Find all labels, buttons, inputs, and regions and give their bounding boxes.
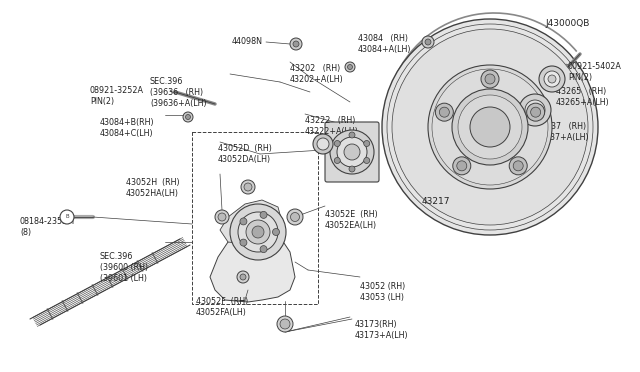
Circle shape bbox=[183, 112, 193, 122]
Circle shape bbox=[452, 89, 528, 165]
Text: 43222   (RH)
43222+A(LH): 43222 (RH) 43222+A(LH) bbox=[305, 116, 359, 136]
Circle shape bbox=[218, 213, 226, 221]
Circle shape bbox=[432, 69, 548, 185]
Circle shape bbox=[519, 94, 551, 126]
Circle shape bbox=[240, 218, 247, 225]
Text: 43052 (RH)
43053 (LH): 43052 (RH) 43053 (LH) bbox=[360, 282, 405, 302]
Circle shape bbox=[293, 41, 299, 47]
Circle shape bbox=[287, 209, 303, 225]
Circle shape bbox=[439, 107, 449, 117]
Circle shape bbox=[260, 246, 267, 253]
Circle shape bbox=[290, 38, 302, 50]
Circle shape bbox=[435, 103, 453, 121]
Circle shape bbox=[230, 204, 286, 260]
Circle shape bbox=[531, 107, 541, 117]
Circle shape bbox=[530, 105, 540, 115]
Circle shape bbox=[527, 103, 545, 121]
Text: 43217: 43217 bbox=[422, 197, 451, 206]
Circle shape bbox=[330, 130, 374, 174]
Circle shape bbox=[240, 274, 246, 280]
Text: 43052H  (RH)
43052HA(LH): 43052H (RH) 43052HA(LH) bbox=[126, 178, 180, 198]
Circle shape bbox=[260, 211, 267, 218]
Text: SEC.396
(39636   (RH)
(39636+A(LH): SEC.396 (39636 (RH) (39636+A(LH) bbox=[150, 77, 207, 108]
Circle shape bbox=[364, 141, 370, 147]
Circle shape bbox=[525, 100, 545, 120]
Text: 43037   (RH)
43037+A(LH): 43037 (RH) 43037+A(LH) bbox=[536, 122, 589, 142]
Circle shape bbox=[60, 210, 74, 224]
Text: SEC.396
(39600 (RH)
(39601 (LH): SEC.396 (39600 (RH) (39601 (LH) bbox=[100, 252, 148, 283]
Circle shape bbox=[317, 138, 329, 150]
Text: 43052E  (RH)
43052EA(LH): 43052E (RH) 43052EA(LH) bbox=[325, 210, 378, 230]
Circle shape bbox=[277, 316, 293, 332]
Circle shape bbox=[481, 70, 499, 88]
Text: 08921-3252A
PIN(2): 08921-3252A PIN(2) bbox=[90, 86, 144, 106]
Circle shape bbox=[291, 212, 300, 221]
Circle shape bbox=[382, 19, 598, 235]
Circle shape bbox=[252, 226, 264, 238]
Circle shape bbox=[344, 144, 360, 160]
Polygon shape bbox=[220, 200, 282, 244]
Text: 43265   (RH)
43265+A(LH): 43265 (RH) 43265+A(LH) bbox=[556, 87, 610, 107]
Bar bbox=[192, 132, 318, 304]
Circle shape bbox=[273, 228, 280, 235]
Circle shape bbox=[364, 157, 370, 164]
Circle shape bbox=[457, 161, 467, 171]
Text: J43000QB: J43000QB bbox=[545, 19, 589, 28]
Text: 43202   (RH)
43202+A(LH): 43202 (RH) 43202+A(LH) bbox=[290, 64, 344, 84]
Circle shape bbox=[544, 71, 560, 87]
Text: B: B bbox=[65, 215, 69, 219]
Circle shape bbox=[425, 39, 431, 45]
Circle shape bbox=[548, 75, 556, 83]
Circle shape bbox=[246, 220, 270, 244]
Circle shape bbox=[348, 64, 353, 70]
Circle shape bbox=[186, 115, 191, 119]
Circle shape bbox=[509, 157, 527, 175]
Text: 43084+B(RH)
43084+C(LH): 43084+B(RH) 43084+C(LH) bbox=[100, 118, 155, 138]
Circle shape bbox=[241, 180, 255, 194]
Circle shape bbox=[422, 36, 434, 48]
Circle shape bbox=[244, 183, 252, 191]
Circle shape bbox=[337, 137, 367, 167]
Circle shape bbox=[345, 62, 355, 72]
Circle shape bbox=[334, 157, 340, 164]
Circle shape bbox=[237, 271, 249, 283]
Text: 08184-2355M
(8): 08184-2355M (8) bbox=[20, 217, 75, 237]
Circle shape bbox=[334, 141, 340, 147]
FancyBboxPatch shape bbox=[325, 122, 379, 182]
Text: 43084   (RH)
43084+A(LH): 43084 (RH) 43084+A(LH) bbox=[358, 34, 412, 54]
Polygon shape bbox=[210, 227, 295, 302]
Text: 44098N: 44098N bbox=[232, 37, 263, 46]
Circle shape bbox=[485, 74, 495, 84]
Circle shape bbox=[428, 65, 552, 189]
Text: 00921-5402A
PIN(2): 00921-5402A PIN(2) bbox=[568, 62, 622, 82]
Circle shape bbox=[452, 157, 471, 175]
Text: 43052F  (RH)
43052FA(LH): 43052F (RH) 43052FA(LH) bbox=[196, 297, 248, 317]
Circle shape bbox=[513, 161, 524, 171]
Circle shape bbox=[349, 132, 355, 138]
Text: 43052D  (RH)
43052DA(LH): 43052D (RH) 43052DA(LH) bbox=[218, 144, 272, 164]
Circle shape bbox=[392, 29, 588, 225]
Circle shape bbox=[280, 319, 290, 329]
Circle shape bbox=[470, 107, 510, 147]
Circle shape bbox=[313, 134, 333, 154]
Circle shape bbox=[349, 166, 355, 172]
Circle shape bbox=[240, 239, 247, 246]
Circle shape bbox=[215, 210, 229, 224]
Circle shape bbox=[238, 212, 278, 252]
Circle shape bbox=[458, 95, 522, 159]
Text: 43173(RH)
43173+A(LH): 43173(RH) 43173+A(LH) bbox=[355, 320, 408, 340]
Circle shape bbox=[539, 66, 565, 92]
